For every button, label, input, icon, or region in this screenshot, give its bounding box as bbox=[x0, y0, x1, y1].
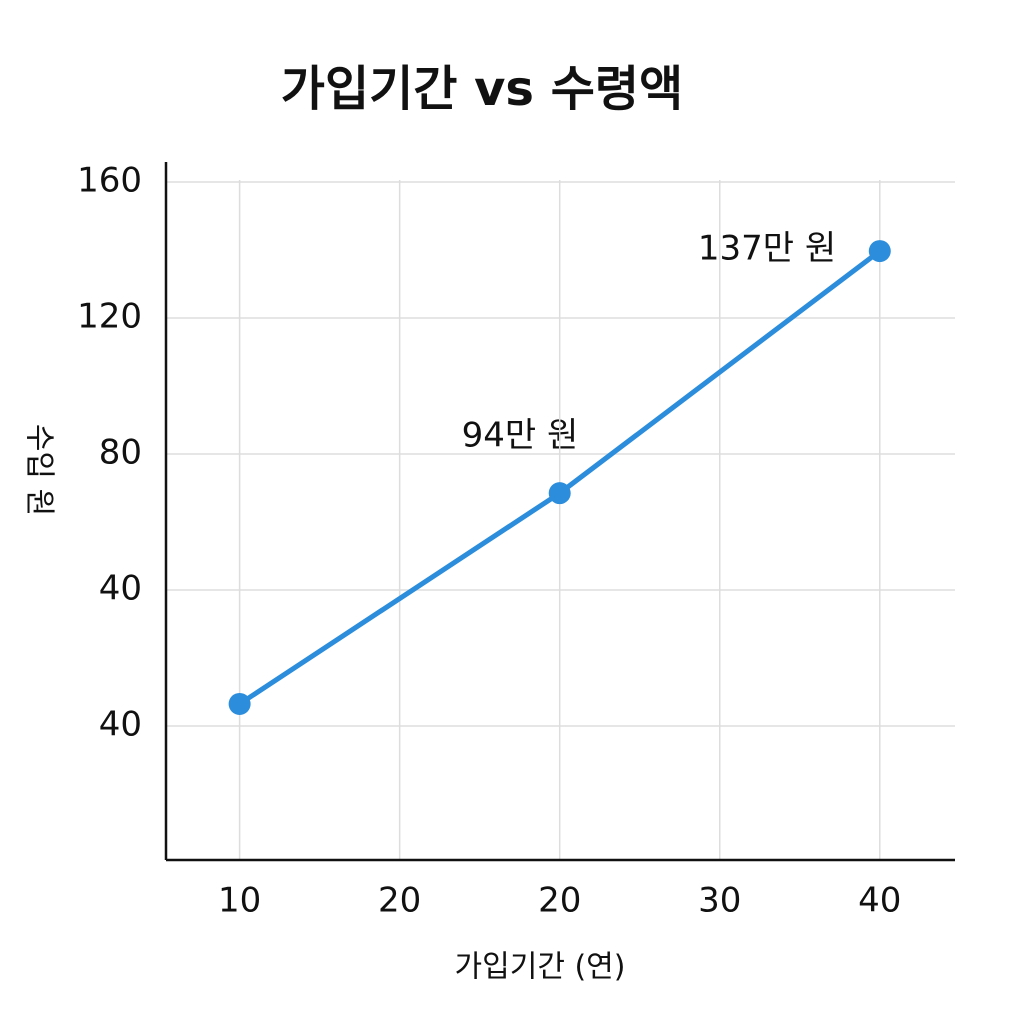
data-point bbox=[868, 240, 891, 263]
x-tick-label: 10 bbox=[218, 881, 261, 921]
x-tick-label: 20 bbox=[538, 881, 581, 921]
chart-title: 가입기간 vs 수령액 bbox=[281, 61, 683, 117]
data-point bbox=[228, 692, 251, 715]
x-axis-label: 가입기간 (연) bbox=[455, 950, 626, 985]
y-tick-label: 160 bbox=[77, 161, 142, 201]
annotation: 137만 원 bbox=[698, 229, 836, 269]
x-tick-label: 30 bbox=[698, 881, 741, 921]
y-tick-label: 40 bbox=[99, 569, 142, 609]
annotation: 94만 원 bbox=[462, 416, 579, 456]
data-point bbox=[548, 482, 571, 505]
y-tick-label: 80 bbox=[99, 433, 142, 473]
x-tick-label: 20 bbox=[378, 881, 421, 921]
y-tick-label: 40 bbox=[99, 705, 142, 745]
y-axis-label: 수입 원 bbox=[22, 424, 57, 516]
y-tick-label: 120 bbox=[77, 297, 142, 337]
x-tick-label: 40 bbox=[858, 881, 901, 921]
